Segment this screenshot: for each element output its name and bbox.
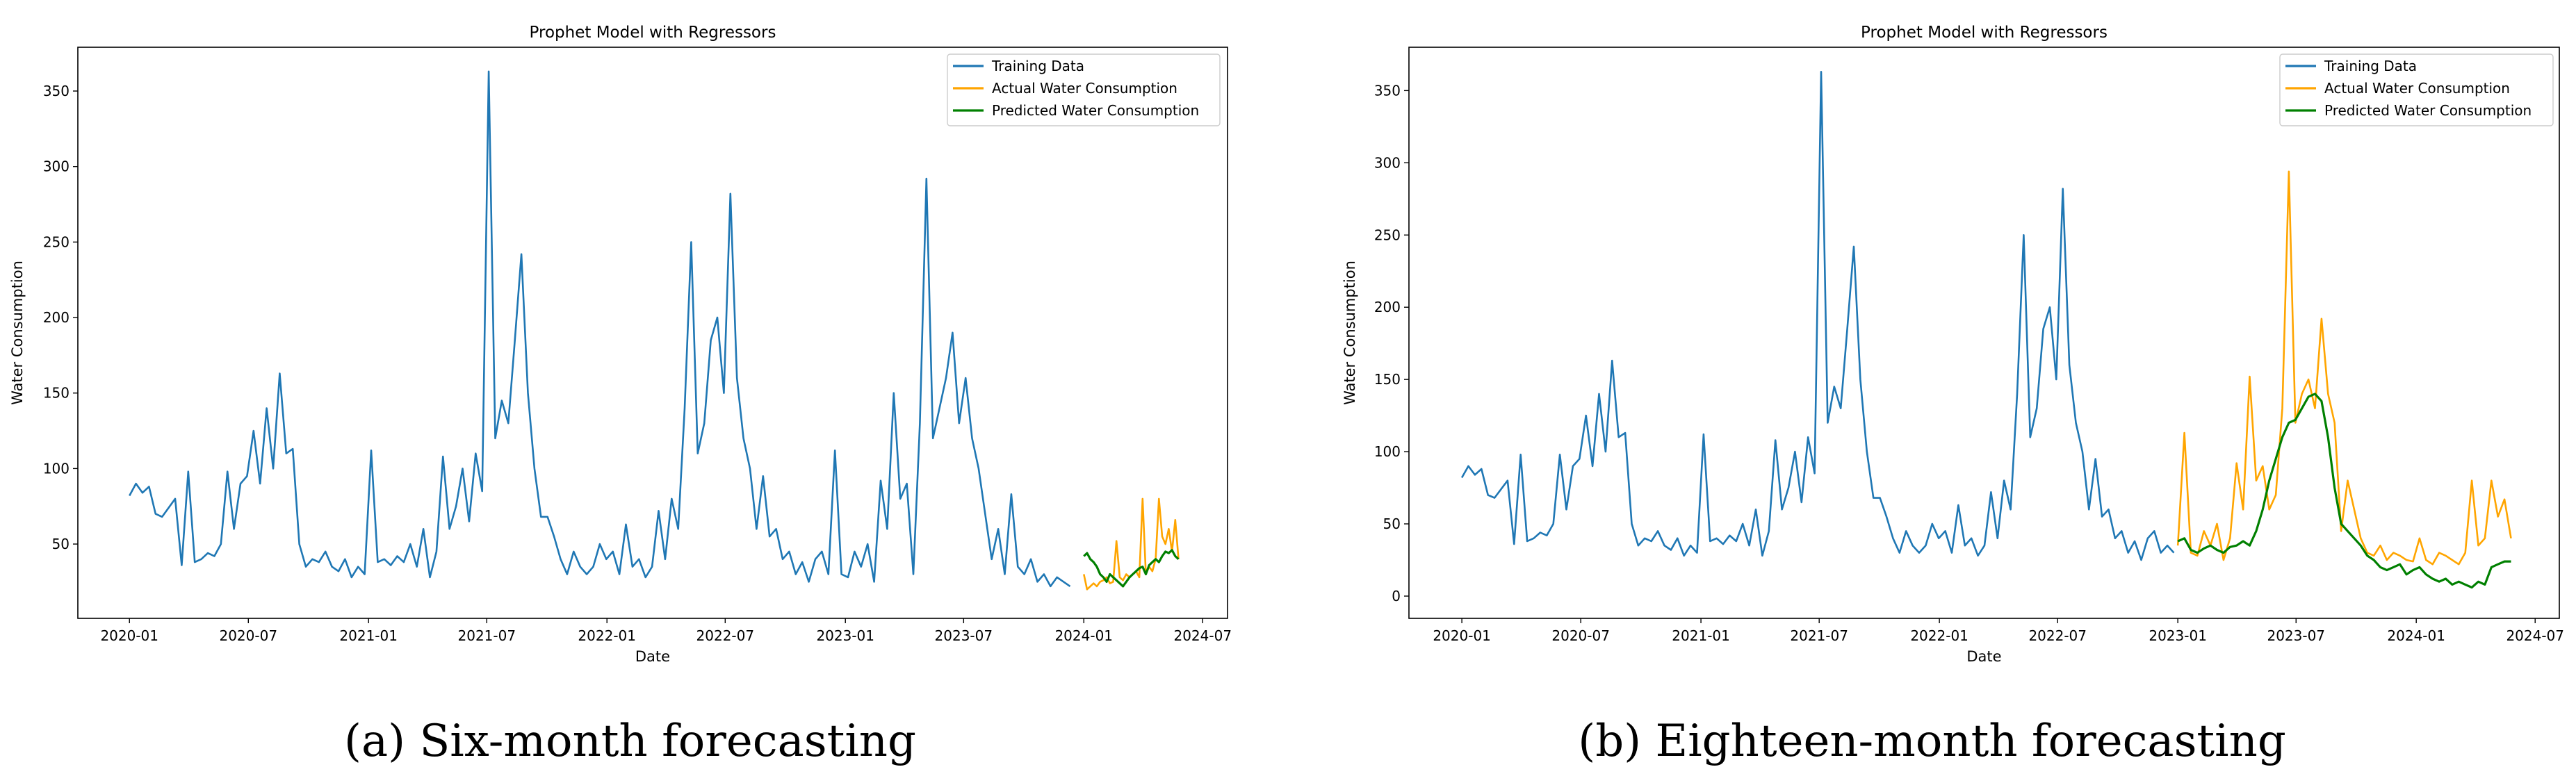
series-line-training-data [1460,71,2175,561]
series-line-predicted-water-consumption [1083,549,1180,588]
legend-label: Training Data [2324,58,2417,74]
x-tick-label: 2023-07 [2267,627,2325,644]
axes-frame [1408,47,2560,619]
x-tick-label: 2020-01 [100,627,158,644]
legend: Training Data Actual Water Consumption Pre… [2279,53,2554,126]
y-tick-label: 50 [1383,516,1401,532]
chart-svg: Prophet Model with Regressors 0 50 100 150 20… [1342,24,2564,665]
x-tick-label: 2024-07 [2506,627,2564,644]
x-tick-label: 2020-01 [1433,627,1491,644]
y-tick-label: 0 [1392,588,1401,604]
legend-label: Training Data [991,58,1084,74]
y-tick-label: 50 [52,536,70,552]
legend-label: Predicted Water Consumption [992,102,1199,119]
series-line-predicted-water-consumption [2177,393,2511,589]
x-axis-label: Date [635,648,670,665]
plot-series [129,70,1180,591]
figure-caption: (a) Six-month forecasting [344,716,916,767]
chart-panel-six-month: Prophet Model with Regressors 50 100 150 200… [9,24,1232,767]
chart-svg: Prophet Model with Regressors 50 100 150 200… [9,24,1232,665]
series-line-training-data [129,70,1071,588]
y-axis-label: Water Consumption [9,261,26,405]
figure-caption: (b) Eighteen-month forecasting [1578,716,2286,767]
legend-box [947,53,1221,126]
x-tick-label: 2024-01 [1054,627,1113,644]
x-tick-label: 2022-07 [2028,627,2087,644]
y-tick-label: 200 [1374,299,1401,315]
x-tick-label: 2023-01 [2149,627,2207,644]
x-tick-label: 2021-01 [339,627,398,644]
x-tick-label: 2021-01 [1672,627,1730,644]
x-tick-label: 2021-07 [1790,627,1848,644]
y-tick-label: 100 [43,460,70,477]
x-tick-label: 2020-07 [1551,627,1610,644]
y-tick-label: 250 [1374,226,1401,243]
legend-label: Predicted Water Consumption [2324,102,2532,119]
x-tick-label: 2023-01 [816,627,874,644]
x-tick-label: 2022-07 [696,627,755,644]
y-tick-label: 300 [1374,154,1401,171]
y-tick-label: 150 [43,385,70,402]
chart-title: Prophet Model with Regressors [1861,24,2108,42]
y-tick-label: 250 [43,233,70,250]
y-tick-label: 100 [1374,443,1401,460]
legend: Training Data Actual Water Consumption Pre… [947,53,1221,126]
x-axis-label: Date [1966,648,2001,665]
x-tick-label: 2021-07 [458,627,516,644]
x-tick-label: 2024-07 [1173,627,1232,644]
x-tick-label: 2024-01 [2387,627,2445,644]
x-tick-label: 2022-01 [1910,627,1968,644]
series-line-actual-water-consumption [2176,170,2512,566]
chart-panel-eighteen-month: Prophet Model with Regressors 0 50 100 150 20… [1288,0,2576,783]
y-tick-label: 200 [43,309,70,326]
x-tick-label: 2022-01 [578,627,636,644]
legend-box [2279,53,2554,126]
chart-title: Prophet Model with Regressors [530,24,776,42]
x-tick-label: 2020-07 [219,627,277,644]
y-axis-label: Water Consumption [1342,261,1358,405]
y-tick-label: 150 [1374,371,1401,388]
legend-label: Actual Water Consumption [2324,80,2510,97]
y-tick-label: 300 [43,158,70,175]
axes-frame [77,47,1228,619]
y-tick-label: 350 [1374,82,1401,99]
y-tick-label: 350 [43,83,70,99]
x-tick-label: 2023-07 [935,627,993,644]
plot-series [1460,71,2512,589]
legend-label: Actual Water Consumption [992,80,1177,97]
